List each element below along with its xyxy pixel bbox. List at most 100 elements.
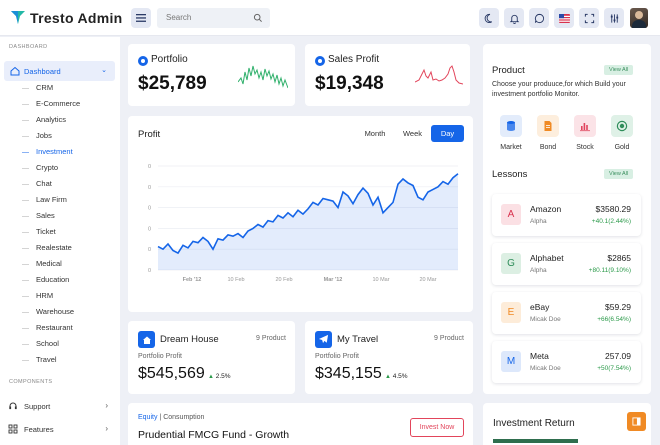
profit-line — [157, 173, 459, 255]
sidebar-item-label: Medical — [36, 259, 62, 268]
notifications-button[interactable] — [504, 8, 524, 28]
arrow-up-icon: ▲ — [385, 374, 391, 380]
sidebar-item-sales[interactable]: — Sales — [22, 211, 117, 223]
bullet-icon: — — [22, 229, 29, 236]
search-placeholder[interactable]: Search — [166, 13, 192, 22]
lesson-item-meta[interactable]: M Meta Micak Doe 257.09 +50(7.54%) — [492, 341, 641, 383]
product-item-bond[interactable]: Bond — [533, 115, 563, 151]
sidebar-item-travel[interactable]: — Travel — [22, 355, 117, 367]
lessons-view-all-button[interactable]: View All — [604, 169, 634, 179]
menu-toggle-button[interactable] — [131, 8, 151, 28]
bullet-icon: — — [22, 101, 29, 108]
sidebar-item-crm[interactable]: — CRM — [22, 83, 117, 95]
sidebar-item-label: Crypto — [36, 163, 59, 172]
sidebar-item-label: Jobs — [36, 131, 52, 140]
bullet-icon: — — [22, 261, 29, 268]
lesson-badge: A — [501, 204, 521, 225]
product-item-stock[interactable]: Stock — [570, 115, 600, 151]
bar-chart-icon — [580, 123, 590, 132]
fund-tag-consumption[interactable]: Consumption — [163, 414, 205, 421]
dream-house-value: $545,569 — [138, 365, 205, 382]
product-description: Choose your produuce,for which Build you… — [492, 81, 626, 98]
language-button[interactable] — [554, 8, 574, 28]
home-icon — [10, 66, 20, 76]
sidebar-item-crypto[interactable]: — Crypto — [22, 163, 117, 175]
product-icon-box — [611, 115, 633, 137]
fullscreen-button[interactable] — [579, 8, 599, 28]
sidebar-item-jobs[interactable]: — Jobs — [22, 131, 117, 143]
fund-tag-equity[interactable]: Equity — [138, 414, 158, 421]
sidebar-item-warehouse[interactable]: — Warehouse — [22, 307, 117, 319]
logo-icon — [11, 11, 25, 24]
lesson-name: Alphabet — [530, 253, 564, 263]
bullet-icon: — — [22, 341, 29, 348]
arrow-up-icon: ▲ — [208, 374, 214, 380]
sidebar-item-support[interactable]: Support › — [8, 400, 116, 414]
lesson-change: +50(7.54%) — [597, 365, 631, 372]
sidebar-item-medical[interactable]: — Medical — [22, 259, 117, 271]
sidebar-item-school[interactable]: — School — [22, 339, 117, 351]
lesson-name: Meta — [530, 351, 549, 361]
tab-day[interactable]: Day — [431, 125, 464, 142]
my-travel-icon-box — [315, 331, 332, 348]
search-icon[interactable] — [253, 13, 263, 23]
lesson-item-amazon[interactable]: A Amazon Alpha $3580.29 +40.1(2.44%) — [492, 194, 641, 236]
grid-icon — [8, 424, 18, 434]
lesson-item-ebay[interactable]: E eBay Micak Doe $59.29 +66(6.54%) — [492, 292, 641, 334]
dream-house-icon-box — [138, 331, 155, 348]
sidebar-item-features[interactable]: Features › — [8, 423, 116, 437]
sidebar-item-chat[interactable]: — Chat — [22, 179, 117, 191]
y-tick-label: 0 — [148, 268, 151, 274]
sidebar-item-analytics[interactable]: — Analytics — [22, 115, 117, 127]
settings-fab-button[interactable] — [627, 412, 646, 431]
sidebar-toggle-icon — [632, 417, 641, 426]
search-box[interactable]: Search — [157, 8, 270, 28]
theme-toggle-button[interactable] — [479, 8, 499, 28]
avatar[interactable] — [630, 8, 648, 28]
fund-title: Prudential FMCG Fund - Growth — [138, 429, 290, 441]
profit-card: Profit Month Week Day 0 0 0 0 0 0 Feb '12 10 Fe… — [128, 116, 473, 312]
product-view-all-button[interactable]: View All — [604, 65, 634, 75]
sidebar: DASHBOARD Dashboard ⌄ — CRM — E-Commerce —… — [0, 37, 120, 445]
chevron-right-icon: › — [105, 401, 108, 410]
portfolio-value: $25,789 — [138, 73, 207, 94]
dream-house-subtitle: Portfolio Profit — [138, 353, 182, 360]
sidebar-item-e-commerce[interactable]: — E-Commerce — [22, 99, 117, 111]
product-icon-box — [500, 115, 522, 137]
fullscreen-icon — [584, 13, 594, 23]
bullet-icon: — — [22, 149, 29, 156]
sidebar-item-hrm[interactable]: — HRM — [22, 291, 117, 303]
tab-month[interactable]: Month — [364, 129, 386, 138]
lesson-price: $2865 — [607, 253, 631, 263]
sidebar-item-law-firm[interactable]: — Law Firm — [22, 195, 117, 207]
invest-now-button[interactable]: Invest Now — [410, 418, 464, 437]
chevron-right-icon: › — [105, 424, 108, 433]
sidebar-item-realestate[interactable]: — Realestate — [22, 243, 117, 255]
my-travel-change: ▲ 4.5% — [385, 373, 408, 380]
x-tick-label: 10 Feb — [227, 277, 244, 283]
bullet-icon: — — [22, 309, 29, 316]
sidebar-item-ticket[interactable]: — Ticket — [22, 227, 117, 239]
sidebar-item-restaurant[interactable]: — Restaurant — [22, 323, 117, 335]
product-item-market[interactable]: Market — [496, 115, 526, 151]
sidebar-item-label: HRM — [36, 291, 54, 300]
sidebar-item-dashboard[interactable]: Dashboard ⌄ — [4, 61, 115, 81]
profit-chart: 0 0 0 0 0 0 Feb '12 10 Feb 20 Feb Mar '12 10 Mar 20… — [148, 164, 459, 283]
sidebar-item-label: Warehouse — [36, 307, 75, 316]
lesson-item-alphabet[interactable]: G Alphabet Alpha $2865 +80.11(9.10%) — [492, 243, 641, 285]
sidebar-item-education[interactable]: — Education — [22, 275, 117, 287]
sidebar-item-label: Ticket — [36, 227, 56, 236]
lesson-badge: M — [501, 351, 521, 372]
settings-button[interactable] — [604, 8, 624, 28]
messages-button[interactable] — [529, 8, 549, 28]
bullet-icon: — — [22, 181, 29, 188]
bullet-icon: — — [22, 197, 29, 204]
home-icon — [142, 336, 151, 344]
sidebar-item-investment[interactable]: — Investment — [22, 147, 117, 159]
product-item-gold[interactable]: Gold — [607, 115, 637, 151]
sidebar-item-label: E-Commerce — [36, 99, 81, 108]
chevron-down-icon: ⌄ — [101, 67, 107, 74]
bullet-icon: — — [22, 165, 29, 172]
lesson-badge: G — [501, 253, 521, 274]
tab-week[interactable]: Week — [402, 129, 423, 138]
